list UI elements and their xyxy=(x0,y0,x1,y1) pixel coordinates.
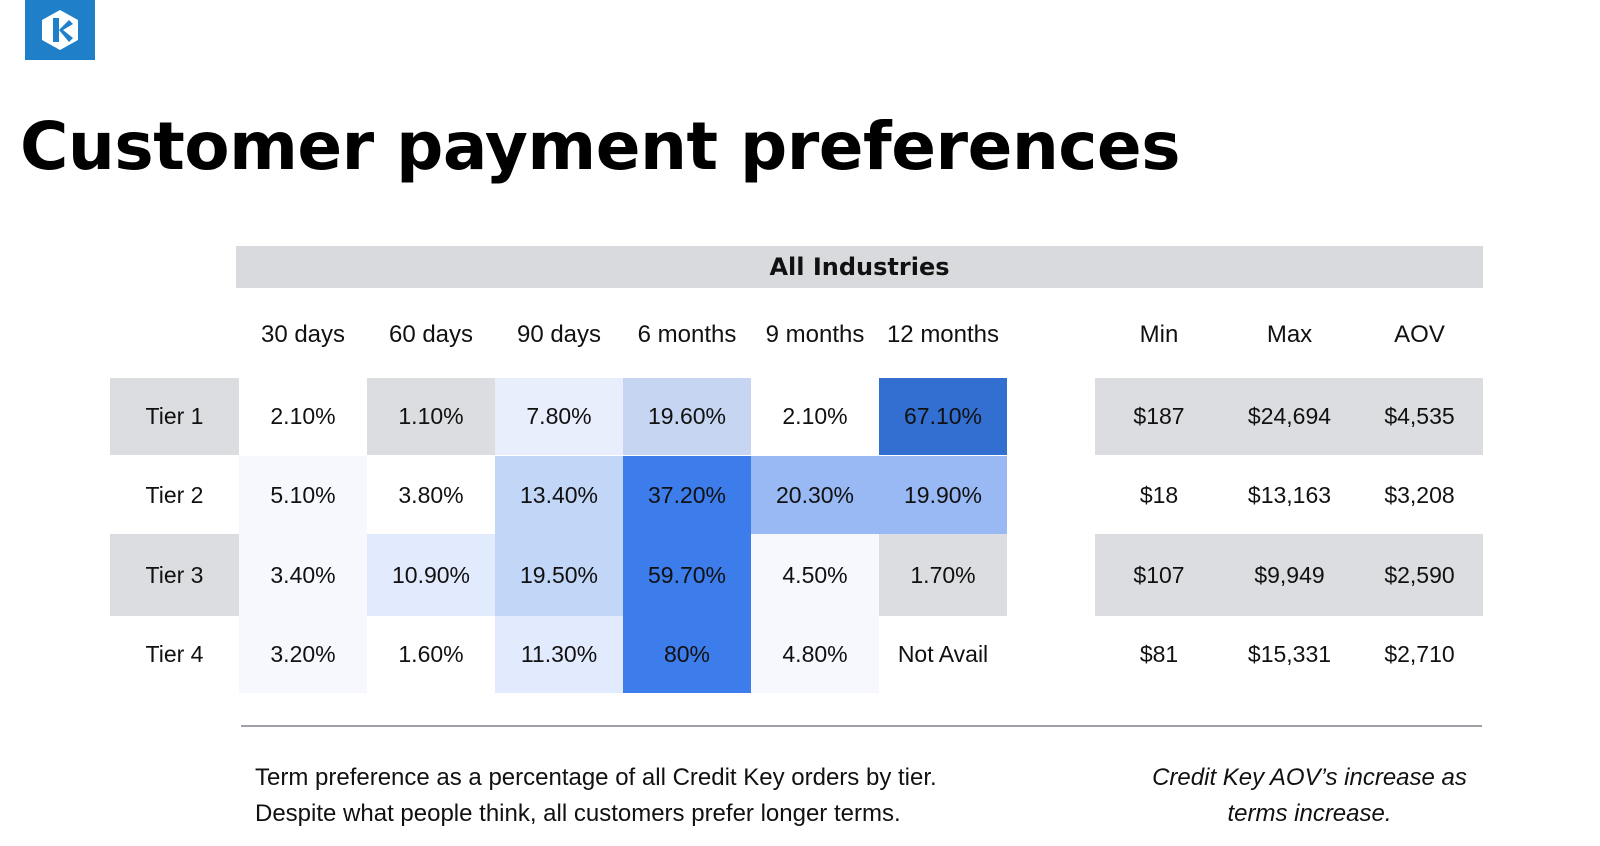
footnote-left-line-1: Term preference as a percentage of all C… xyxy=(255,764,937,791)
heatmap-cell: 3.80% xyxy=(367,456,495,534)
heatmap-cell: 59.70% xyxy=(623,534,751,616)
heatmap-cell: 4.80% xyxy=(751,616,879,693)
column-header: 6 months xyxy=(637,321,737,348)
column-header: 12 months xyxy=(886,321,1000,348)
footnote-right: Credit Key AOV’s increase as terms incre… xyxy=(1132,760,1487,832)
column-header: 90 days xyxy=(516,321,602,348)
heatmap-cell: 20.30% xyxy=(751,456,879,534)
heatmap-cell: 3.20% xyxy=(239,616,367,693)
stat-cell: $81 xyxy=(1139,641,1179,667)
heatmap-cell: 11.30% xyxy=(495,616,623,693)
footnote-right-line-1: Credit Key AOV’s increase as xyxy=(1152,764,1467,791)
heatmap-cell: 10.90% xyxy=(367,534,495,616)
stat-cell: $15,331 xyxy=(1247,641,1332,667)
footnote-right-line-2: terms increase. xyxy=(1227,800,1392,827)
page-title: Customer payment preferences xyxy=(20,108,1180,185)
stat-cell: $24,694 xyxy=(1247,403,1332,429)
stat-cell: $4,535 xyxy=(1384,403,1455,429)
heatmap-cell: 19.50% xyxy=(495,534,623,616)
stat-cell: $13,163 xyxy=(1247,481,1332,508)
heatmap-cell: 19.60% xyxy=(623,378,751,455)
brand-logo xyxy=(25,0,95,60)
heatmap-cell: 4.50% xyxy=(751,534,879,616)
group-header-all-industries: All Industries xyxy=(236,246,1483,288)
credit-key-logo-icon xyxy=(42,10,78,50)
column-header: 9 months xyxy=(765,321,865,348)
column-header: 60 days xyxy=(388,321,474,348)
stat-column-header: AOV xyxy=(1394,321,1445,348)
heatmap-cell: 37.20% xyxy=(623,456,751,534)
column-header: 30 days xyxy=(260,321,346,348)
stat-cell: $107 xyxy=(1133,561,1185,588)
stat-cell: $9,949 xyxy=(1254,561,1325,588)
stat-column-header: Max xyxy=(1266,321,1313,348)
stat-cell: $18 xyxy=(1139,481,1179,508)
heatmap-cell: 19.90% xyxy=(879,456,1007,534)
heatmap-cell: 2.10% xyxy=(751,378,879,455)
heatmap-cell: 3.40% xyxy=(239,534,367,616)
heatmap-cell: 1.10% xyxy=(367,378,495,455)
stat-cell: $3,208 xyxy=(1384,481,1455,508)
stat-cell: $187 xyxy=(1133,403,1185,429)
heatmap-cell: 1.60% xyxy=(367,616,495,693)
tier-label: Tier 2 xyxy=(145,481,204,508)
stat-column-header: Min xyxy=(1139,321,1179,348)
heatmap-cell: 5.10% xyxy=(239,456,367,534)
tier-label: Tier 4 xyxy=(145,641,204,667)
stat-cell: $2,590 xyxy=(1384,561,1455,588)
row-band-stats xyxy=(1095,378,1483,455)
stat-cell: $2,710 xyxy=(1384,641,1455,667)
row-band-left xyxy=(110,534,239,616)
footnote-left: Term preference as a percentage of all C… xyxy=(255,760,937,832)
row-band-left xyxy=(110,378,239,455)
footnote-left-line-2: Despite what people think, all customers… xyxy=(255,800,901,827)
heatmap-cell: 1.70% xyxy=(879,534,1007,616)
heatmap-cell: Not Avail xyxy=(879,616,1007,693)
divider xyxy=(241,725,1482,727)
heatmap-cell: 2.10% xyxy=(239,378,367,455)
heatmap-cell: 67.10% xyxy=(879,378,1007,455)
tier-label: Tier 1 xyxy=(145,403,204,429)
row-band-stats xyxy=(1095,534,1483,616)
heatmap-cell: 80% xyxy=(623,616,751,693)
heatmap-cell: 13.40% xyxy=(495,456,623,534)
heatmap-cell: 7.80% xyxy=(495,378,623,455)
tier-label: Tier 3 xyxy=(145,561,204,588)
